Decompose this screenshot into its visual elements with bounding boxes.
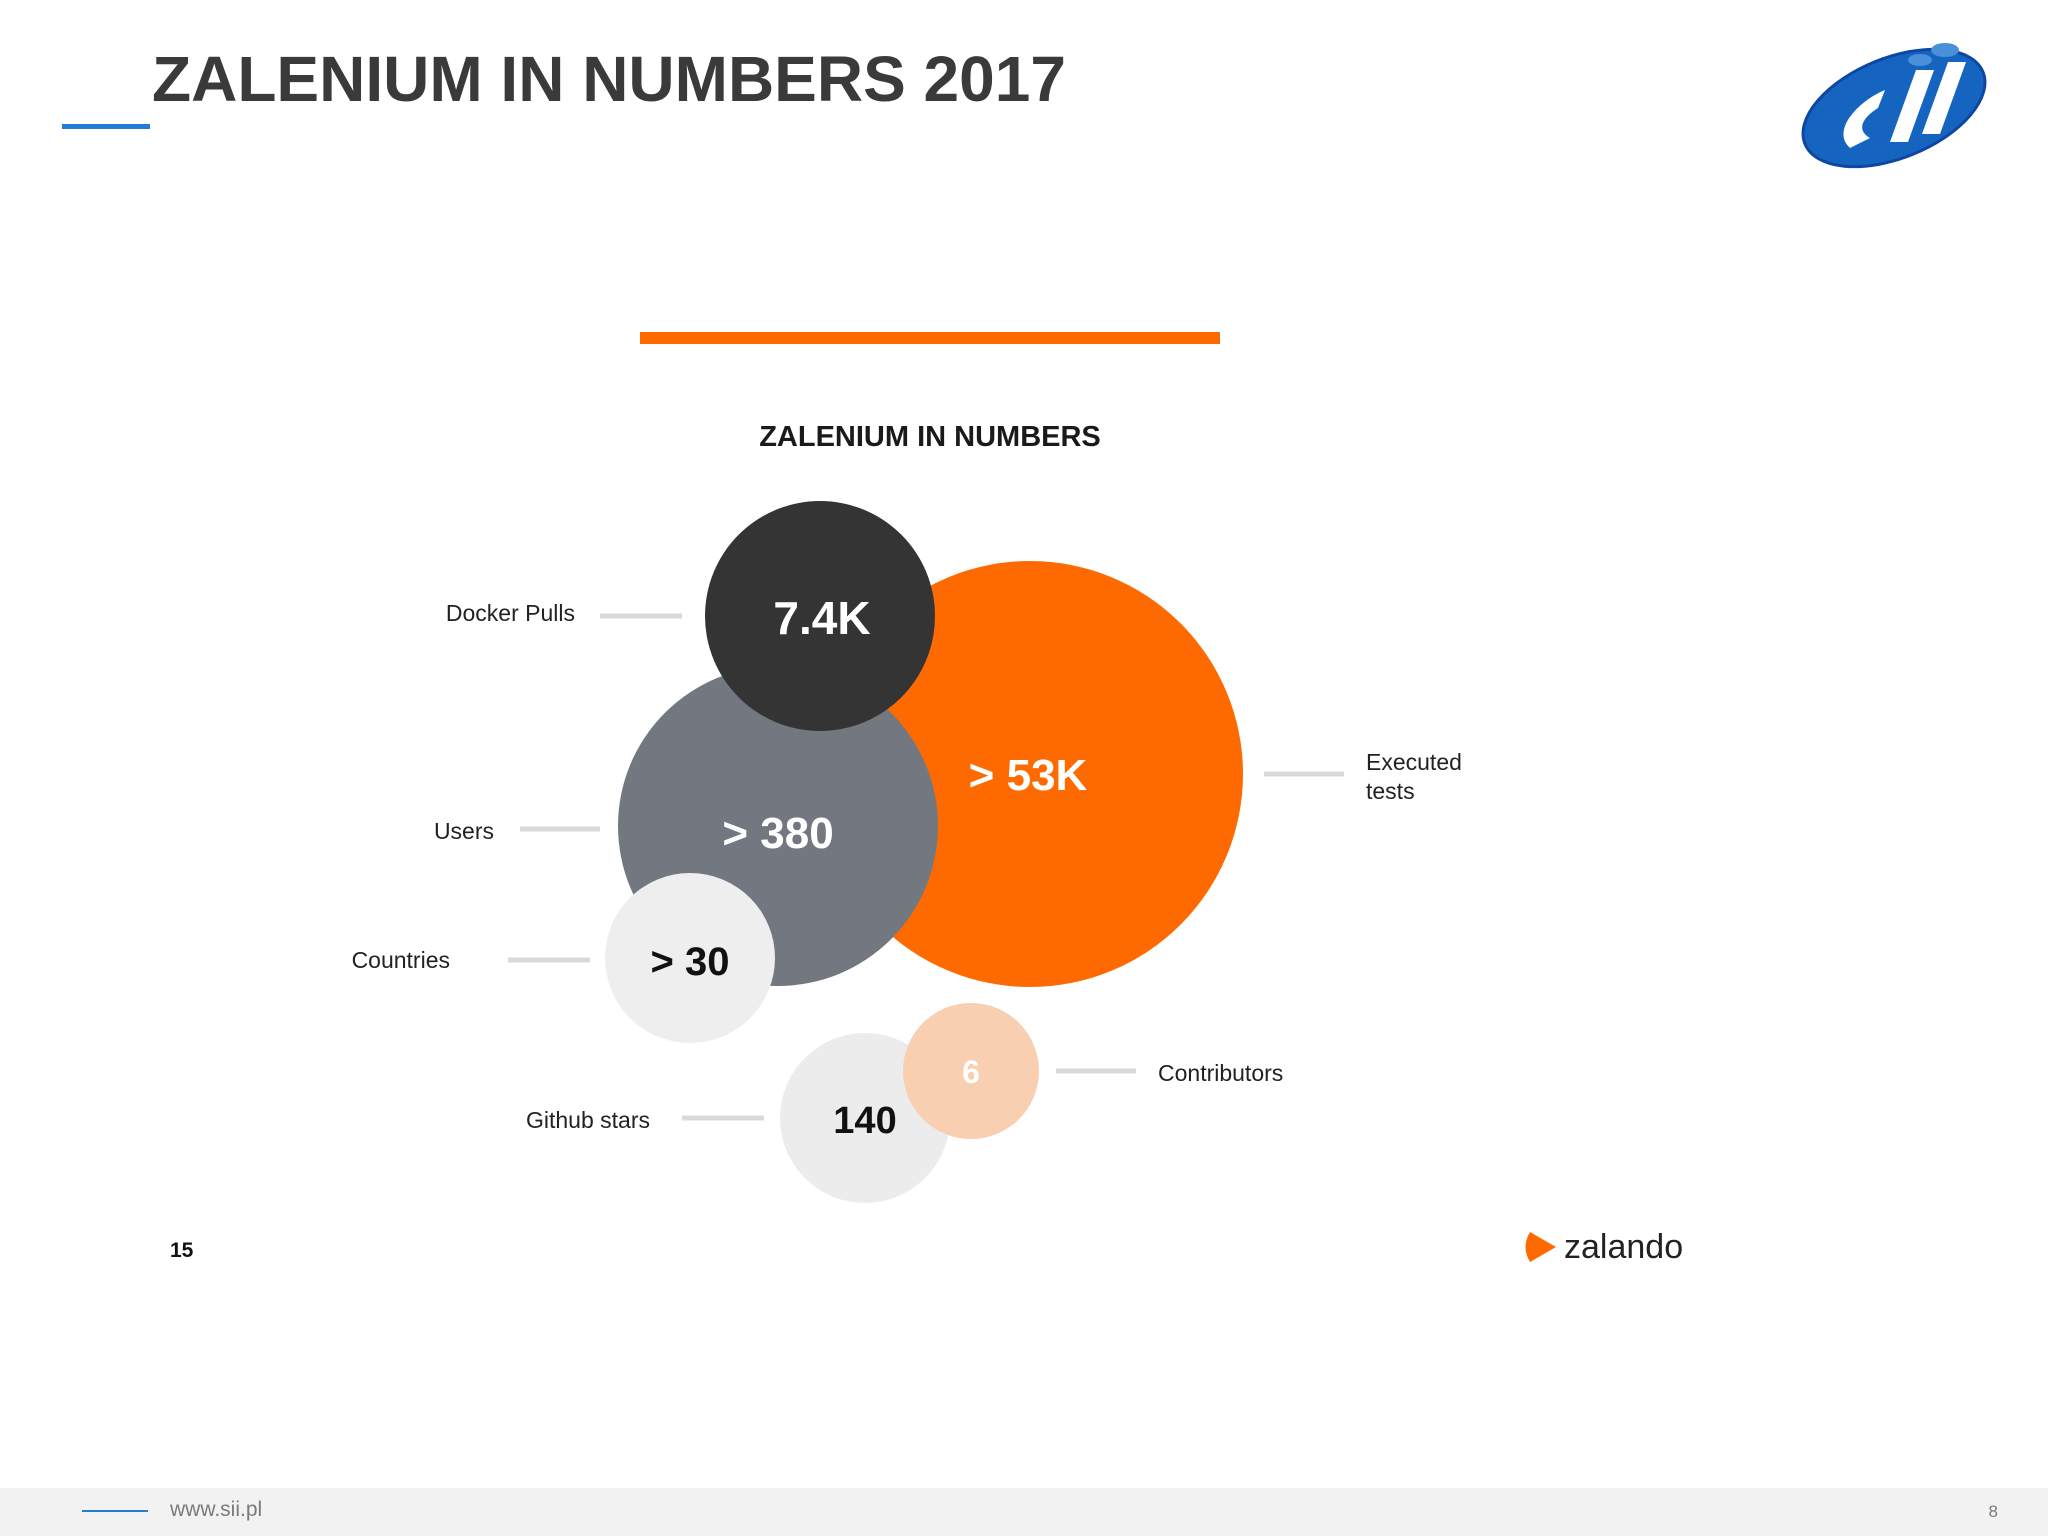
connector-lines <box>508 613 1344 1121</box>
sii-logo <box>1801 43 1987 169</box>
github-stars-label: Github stars <box>526 1107 650 1133</box>
users-label: Users <box>434 818 494 844</box>
countries-bubble <box>605 873 775 1043</box>
users-value: > 380 <box>722 809 833 858</box>
zalando-logo-icon <box>1525 1232 1556 1262</box>
footer-accent-line <box>82 1510 148 1512</box>
docker-pulls-value: 7.4K <box>773 592 870 644</box>
countries-label: Countries <box>352 947 450 973</box>
footer-page-number: 8 <box>1988 1502 1998 1521</box>
contributors-value: 6 <box>962 1054 980 1090</box>
docker-pulls-bubble <box>705 501 935 731</box>
slide-title: ZALENIUM IN NUMBERS 2017 <box>152 43 1066 115</box>
executed-tests-label-line2: tests <box>1366 778 1415 804</box>
title-accent-bar <box>62 124 150 129</box>
contributors-label: Contributors <box>1158 1060 1283 1086</box>
contributors-bubble <box>903 1003 1039 1139</box>
countries-value: > 30 <box>651 940 730 984</box>
footer: www.sii.pl 8 <box>0 1488 2048 1536</box>
source-page-number: 15 <box>170 1239 194 1262</box>
docker-pulls-label: Docker Pulls <box>446 600 575 626</box>
executed-tests-value: > 53K <box>969 751 1088 800</box>
footer-url: www.sii.pl <box>170 1498 263 1521</box>
executed-tests-label-line1: Executed <box>1366 749 1462 775</box>
github-stars-value: 140 <box>833 1100 896 1142</box>
zalando-wordmark: zalando <box>1564 1228 1683 1266</box>
infographic-heading: ZALENIUM IN NUMBERS <box>759 421 1101 453</box>
infographic-top-bar <box>640 332 1220 344</box>
